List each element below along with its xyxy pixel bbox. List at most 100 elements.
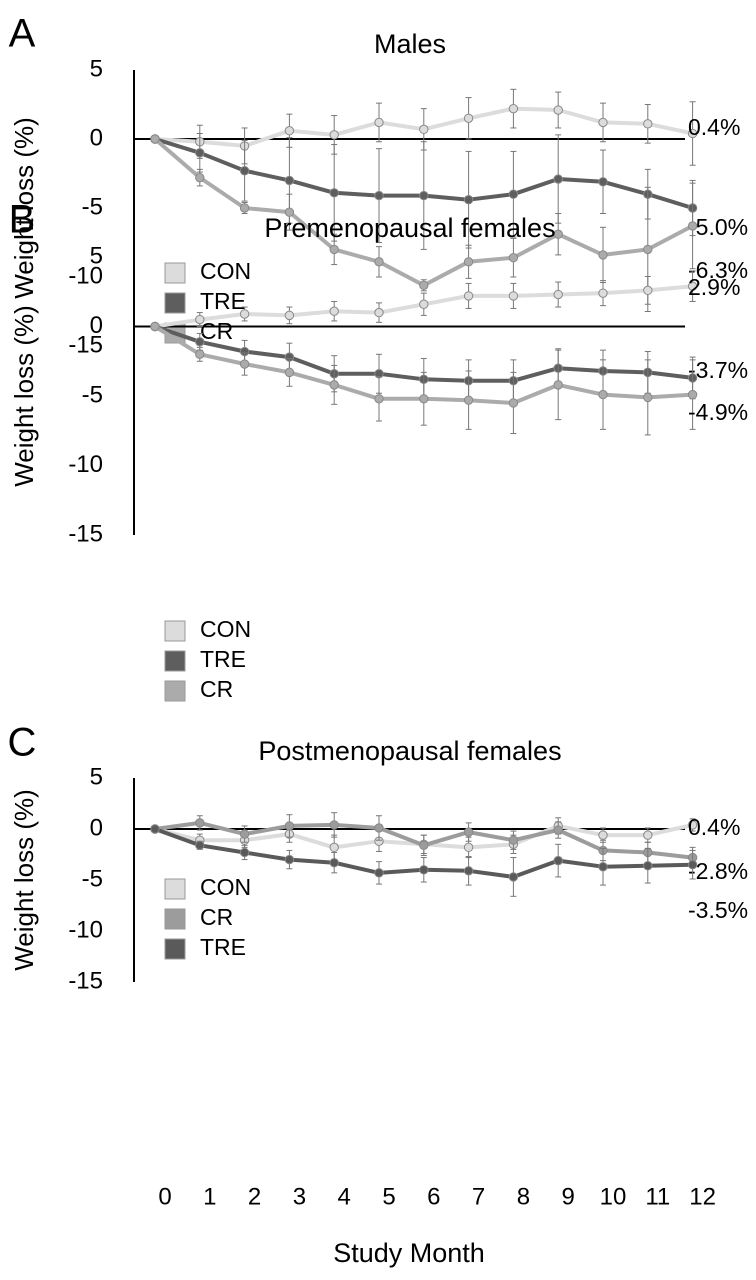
data-point xyxy=(553,174,563,184)
x-tick-label: 10 xyxy=(600,1183,627,1210)
data-point xyxy=(374,394,384,404)
data-point xyxy=(553,380,563,390)
y-tick-label: 5 xyxy=(90,763,103,790)
data-point xyxy=(463,827,474,837)
x-tick-label: 5 xyxy=(382,1183,395,1210)
end-value-label: -6.3% xyxy=(688,257,748,283)
panel-letter: B xyxy=(9,198,36,242)
series-con: 0.4% xyxy=(150,88,740,166)
legend-label: CR xyxy=(200,676,233,702)
end-value-label: 0.4% xyxy=(688,114,740,140)
data-point xyxy=(687,820,698,830)
data-point xyxy=(553,289,563,300)
end-value-label: 2.9% xyxy=(688,274,740,300)
end-value-label: -3.7% xyxy=(688,357,748,383)
data-point xyxy=(598,862,608,872)
data-point xyxy=(508,398,519,408)
data-point xyxy=(508,291,519,301)
end-value-label: -2.8% xyxy=(688,858,748,884)
end-value-label: 0.4% xyxy=(688,814,740,840)
data-point xyxy=(687,281,698,291)
data-point xyxy=(643,830,653,840)
data-point xyxy=(687,128,698,139)
legend-swatch xyxy=(164,262,186,284)
data-point xyxy=(687,221,698,231)
data-point xyxy=(239,829,250,839)
legend-label: CON xyxy=(200,874,251,900)
x-tick-label: 2 xyxy=(248,1183,261,1210)
data-point xyxy=(687,860,698,870)
data-point xyxy=(687,389,698,400)
data-point xyxy=(419,840,429,851)
data-point xyxy=(329,857,339,868)
y-axis-label: Weight loss (%) xyxy=(9,305,39,487)
data-point xyxy=(374,823,384,833)
data-point xyxy=(598,288,608,298)
data-point xyxy=(508,189,519,199)
data-point xyxy=(508,252,519,263)
end-value-label: -4.9% xyxy=(688,399,748,425)
y-tick-label: 0 xyxy=(90,814,103,841)
series-tre: -3.5% xyxy=(150,824,748,923)
x-tick-label: 6 xyxy=(427,1183,440,1210)
data-point xyxy=(239,166,250,176)
data-point xyxy=(508,872,519,882)
data-point xyxy=(195,172,205,183)
data-point xyxy=(195,148,205,158)
data-point xyxy=(419,280,429,290)
panel-c: C Postmenopausal females Weight loss (%) 5 0… xyxy=(8,721,749,995)
data-point xyxy=(374,257,384,267)
data-point xyxy=(195,818,205,828)
y-tick-label: 5 xyxy=(90,55,103,82)
legend-label: TRE xyxy=(200,288,246,314)
y-tick-label: -5 xyxy=(82,193,103,220)
data-point xyxy=(284,175,295,186)
y-tick-label: -5 xyxy=(82,381,103,408)
legend-label: CON xyxy=(200,258,251,284)
data-point xyxy=(463,291,474,301)
data-point xyxy=(643,392,653,403)
x-tick-label: 8 xyxy=(517,1183,530,1210)
legend-label: CON xyxy=(200,616,251,642)
data-point xyxy=(598,117,608,128)
x-axis-label: Study Month xyxy=(333,1238,485,1268)
series-tre: -5.0% xyxy=(150,132,748,250)
data-point xyxy=(150,824,160,834)
data-point xyxy=(195,314,205,325)
data-point xyxy=(508,835,519,845)
legend-label: CR xyxy=(200,318,233,344)
data-point xyxy=(598,250,608,260)
legend-label: CR xyxy=(200,904,233,930)
data-point xyxy=(643,285,653,296)
y-tick-label: -10 xyxy=(68,262,103,289)
data-point xyxy=(374,307,384,318)
panel-letter: A xyxy=(9,12,36,56)
data-point xyxy=(284,126,295,136)
data-point xyxy=(419,865,429,875)
end-value-label: -5.0% xyxy=(688,214,748,240)
data-point xyxy=(463,842,474,853)
data-point xyxy=(419,394,429,404)
legend-swatch xyxy=(164,680,186,702)
data-point xyxy=(284,854,295,865)
data-point xyxy=(329,820,339,830)
data-point xyxy=(239,847,250,858)
data-point xyxy=(329,380,339,390)
y-tick-label: -10 xyxy=(68,451,103,478)
data-point xyxy=(419,299,429,309)
data-point xyxy=(508,103,519,114)
y-tick-label: -15 xyxy=(68,520,103,547)
data-point xyxy=(329,842,339,853)
y-axis-label: Weight loss (%) xyxy=(9,117,39,299)
data-point xyxy=(329,306,339,316)
x-tick-label: 12 xyxy=(689,1183,716,1210)
data-point xyxy=(598,389,608,400)
data-point xyxy=(150,321,160,332)
data-point xyxy=(419,190,429,201)
data-point xyxy=(553,855,563,866)
x-tick-label: 1 xyxy=(203,1183,216,1210)
x-tick-label: 11 xyxy=(645,1183,670,1210)
y-axis-label: Weight loss (%) xyxy=(9,789,39,971)
